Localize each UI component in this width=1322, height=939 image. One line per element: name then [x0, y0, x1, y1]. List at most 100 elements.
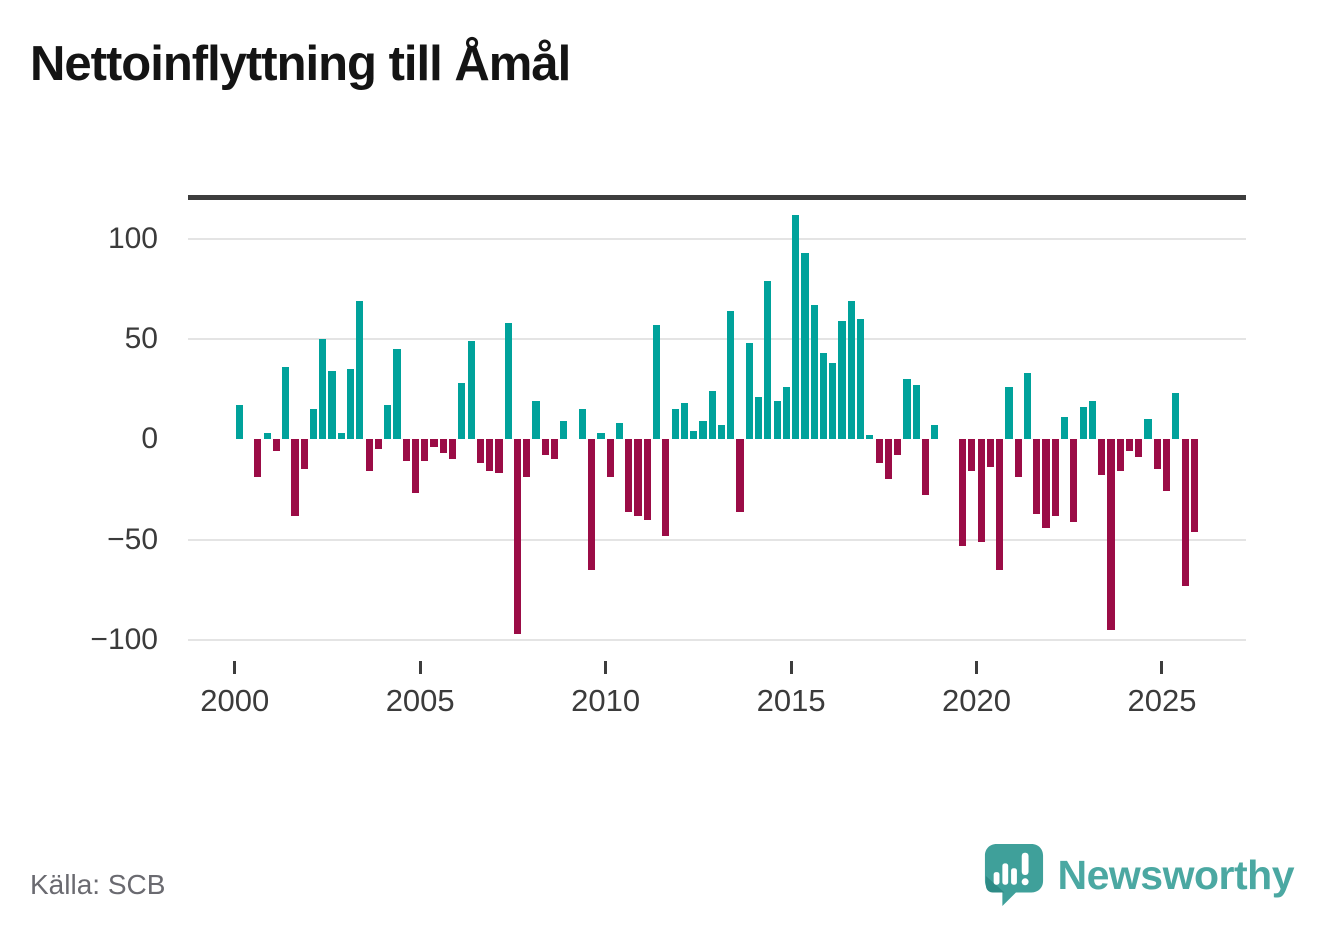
newsworthy-logo-icon [984, 844, 1043, 906]
x-tick-2025 [1160, 661, 1164, 674]
bar-2010q2 [615, 423, 624, 440]
bar-2017q1 [866, 435, 874, 440]
bar-2015q4 [819, 352, 828, 440]
x-tick-label-2015: 2015 [756, 683, 826, 718]
bar-2024q4 [1153, 439, 1161, 470]
bar-2013q2 [727, 310, 735, 440]
bar-2010q4 [634, 439, 642, 516]
bar-2016q4 [857, 318, 865, 440]
bar-2015q1 [792, 214, 800, 440]
bar-2017q3 [884, 439, 893, 480]
bar-2010q1 [606, 439, 614, 478]
bar-2025q3 [1181, 439, 1189, 586]
x-tick-label-2010: 2010 [571, 683, 641, 718]
bar-2009q2 [578, 409, 587, 440]
bar-2003q3 [365, 439, 373, 472]
y-tick-label--100: −100 [90, 623, 158, 656]
bar-2003q2 [356, 300, 364, 440]
logo-exclamation-dot [1021, 878, 1029, 886]
newsworthy-logo: Newsworthy [983, 842, 1295, 908]
bar-2025q1 [1163, 439, 1171, 492]
bar-2023q4 [1116, 439, 1124, 472]
bar-2023q2 [1098, 439, 1106, 476]
x-tick-2005 [418, 661, 422, 674]
bar-2022q1 [1051, 439, 1059, 516]
bar-2024q2 [1135, 439, 1143, 458]
gridline--100 [188, 639, 1246, 641]
logo-bar-tall [1001, 863, 1008, 885]
bar-2025q4 [1190, 439, 1199, 532]
bar-2019q3 [959, 439, 967, 546]
x-tick-2020 [975, 661, 979, 674]
bar-2002q2 [319, 338, 327, 440]
bar-2005q4 [449, 439, 457, 460]
x-tick-2015 [789, 661, 793, 674]
bar-2007q4 [523, 439, 531, 478]
bar-2008q2 [541, 439, 549, 456]
bar-2006q1 [458, 383, 466, 440]
bar-2014q3 [773, 401, 781, 440]
bar-2012q2 [690, 431, 698, 440]
bar-2018q1 [903, 379, 911, 440]
logo-exclamation-bar [1021, 852, 1029, 875]
bar-2000q4 [263, 433, 271, 440]
bar-2023q1 [1088, 401, 1097, 440]
bar-2011q2 [653, 324, 661, 440]
bar-2002q3 [328, 371, 336, 440]
bar-2016q3 [847, 300, 855, 440]
bar-2003q1 [347, 369, 355, 440]
bar-2011q1 [643, 439, 651, 520]
bar-2006q3 [476, 439, 485, 464]
bar-2024q1 [1125, 439, 1134, 452]
y-tick-label-100: 100 [107, 221, 158, 255]
bar-2011q3 [662, 439, 670, 536]
x-tick-2000 [233, 661, 237, 674]
bar-2012q1 [680, 403, 689, 440]
bar-2022q3 [1070, 439, 1078, 522]
bar-2005q3 [439, 439, 447, 454]
gridline--50 [188, 538, 1246, 541]
bar-2010q3 [625, 439, 633, 512]
x-tick-label-2020: 2020 [942, 683, 1011, 718]
bar-2018q3 [921, 439, 930, 496]
y-tick-label-0: 0 [141, 422, 158, 456]
bar-2013q3 [736, 439, 744, 512]
bar-2006q4 [486, 439, 494, 472]
bar-2002q4 [337, 433, 345, 440]
bar-2004q4 [411, 439, 420, 494]
bar-2012q3 [699, 421, 707, 440]
x-tick-label-2025: 2025 [1127, 683, 1197, 718]
source-label: Källa: SCB [30, 869, 166, 900]
bar-2014q2 [764, 280, 772, 440]
y-tick-label--50: −50 [107, 522, 158, 556]
bar-2014q1 [755, 397, 763, 440]
newsworthy-logo-text: Newsworthy [1057, 851, 1295, 898]
bar-2014q4 [782, 387, 791, 440]
bar-2004q3 [402, 439, 410, 462]
bar-2012q4 [708, 391, 716, 440]
bar-2021q3 [1033, 439, 1041, 514]
bar-2019q4 [968, 439, 976, 472]
bar-2000q1 [235, 405, 243, 440]
bar-2001q2 [282, 367, 290, 440]
bar-2005q1 [421, 439, 429, 462]
gridline-100 [188, 237, 1246, 240]
bar-2021q1 [1014, 439, 1022, 478]
plot-area [188, 195, 1246, 665]
bar-2008q1 [532, 401, 540, 440]
bar-2017q2 [875, 439, 883, 464]
bar-2007q2 [504, 322, 512, 440]
bar-2004q1 [384, 405, 392, 440]
bar-2013q1 [717, 425, 726, 440]
bar-2024q3 [1144, 419, 1152, 440]
bar-2022q2 [1061, 417, 1069, 440]
bar-2007q3 [513, 439, 522, 634]
bar-2001q1 [272, 439, 281, 452]
gridline-50 [188, 337, 1246, 340]
x-tick-label-2005: 2005 [385, 683, 455, 718]
bar-2005q2 [430, 439, 438, 448]
bar-2009q3 [588, 439, 596, 570]
bar-2015q3 [810, 304, 818, 440]
bar-2016q2 [838, 320, 846, 440]
